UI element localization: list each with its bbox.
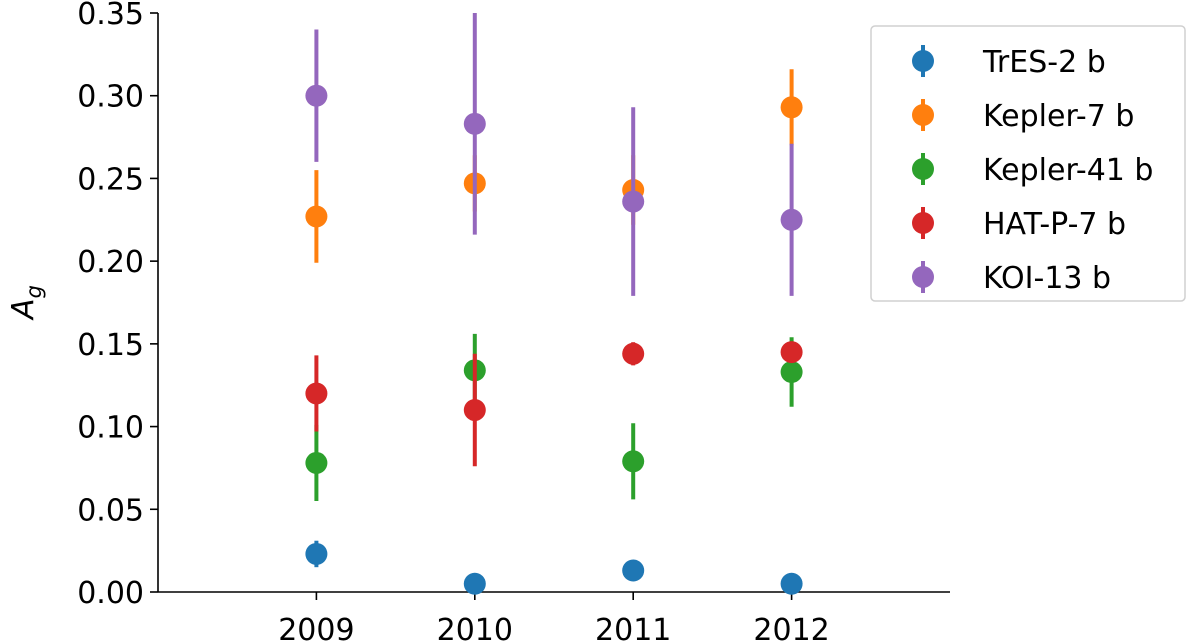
- legend-marker: [912, 158, 934, 180]
- legend-label: KOI-13 b: [983, 261, 1111, 296]
- legend-marker: [912, 266, 934, 288]
- series-layer: [305, 13, 803, 595]
- series-1: [305, 69, 803, 263]
- y-tick-label: 0.10: [77, 411, 144, 446]
- data-point: [305, 205, 328, 228]
- y-tick-label: 0.00: [77, 576, 144, 611]
- y-tick-label: 0.35: [77, 0, 144, 32]
- data-point: [780, 360, 803, 383]
- data-point: [780, 96, 803, 119]
- data-point: [463, 399, 486, 422]
- data-point: [305, 84, 328, 107]
- data-point: [780, 572, 803, 595]
- legend-item: Kepler-41 b: [912, 153, 1153, 188]
- legend-marker: [912, 50, 934, 72]
- data-point: [622, 450, 645, 473]
- legend-label: Kepler-41 b: [983, 153, 1153, 188]
- x-tick-label: 2010: [437, 613, 513, 644]
- data-point: [463, 112, 486, 135]
- x-ticks: 2009 2010 2011 2012: [278, 592, 830, 644]
- legend-item: HAT-P-7 b: [912, 207, 1126, 242]
- legend-marker: [912, 212, 934, 234]
- data-point: [780, 208, 803, 231]
- series-0: [305, 540, 803, 595]
- data-point: [305, 382, 328, 405]
- legend-label: HAT-P-7 b: [983, 207, 1126, 242]
- series-2: [305, 333, 803, 502]
- data-point: [463, 572, 486, 595]
- data-point: [305, 542, 328, 565]
- y-tick-label: 0.15: [77, 328, 144, 363]
- x-tick-label: 2011: [595, 613, 671, 644]
- data-point: [622, 342, 645, 365]
- series-4: [305, 13, 803, 296]
- series-3: [305, 341, 803, 467]
- legend-items: TrES-2 b Kepler-7 b Kepler-41 b HAT-P-7 b KO…: [912, 45, 1153, 296]
- legend-label: TrES-2 b: [982, 45, 1106, 80]
- legend-item: KOI-13 b: [912, 261, 1111, 296]
- y-axis-label: Ag: [6, 285, 46, 321]
- data-point: [305, 451, 328, 474]
- legend: TrES-2 b Kepler-7 b Kepler-41 b HAT-P-7 b KO…: [870, 25, 1186, 302]
- y-tick-label: 0.20: [77, 245, 144, 280]
- legend-frame: [870, 25, 1186, 302]
- data-point: [780, 341, 803, 364]
- data-point: [622, 559, 645, 582]
- legend-item: Kepler-7 b: [912, 99, 1134, 134]
- legend-item: TrES-2 b: [912, 45, 1106, 80]
- x-tick-label: 2012: [753, 613, 829, 644]
- legend-label: Kepler-7 b: [983, 99, 1134, 134]
- y-tick-label: 0.25: [77, 162, 144, 197]
- x-tick-label: 2009: [278, 613, 354, 644]
- legend-marker: [912, 104, 934, 126]
- plot-area: 0.00 0.05 0.10 0.15 0.20 0.25 0.30 0.35 2009 201…: [77, 0, 950, 644]
- y-tick-label: 0.30: [77, 80, 144, 115]
- y-tick-label: 0.05: [77, 493, 144, 528]
- y-ticks: 0.00 0.05 0.10 0.15 0.20 0.25 0.30 0.35: [77, 0, 158, 611]
- data-point: [622, 190, 645, 213]
